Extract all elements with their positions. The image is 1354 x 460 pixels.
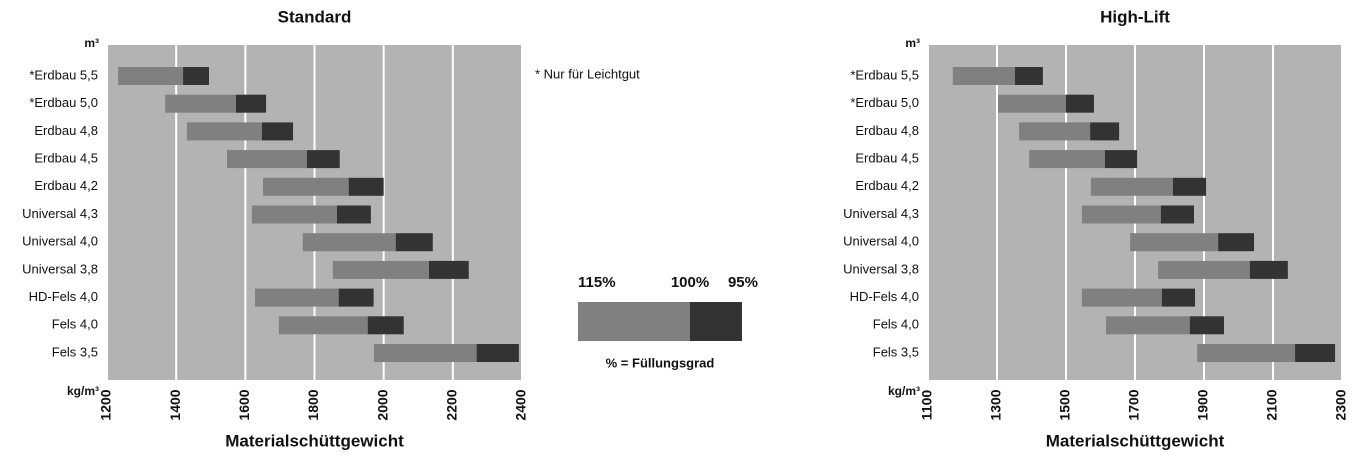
bar-segment — [367, 316, 404, 335]
y-axis-label: m³ — [84, 36, 99, 50]
bar-segment — [183, 67, 210, 85]
bar-segment — [395, 233, 433, 252]
category-label: *Erdbau 5,5 — [850, 67, 919, 82]
bar-segment — [373, 344, 477, 362]
x-tick-label: 1900 — [1195, 389, 1211, 420]
bar-segment — [306, 150, 340, 169]
legend-swatch — [578, 302, 690, 341]
bar-segment — [165, 94, 236, 113]
category-label: Universal 4,3 — [22, 206, 98, 221]
category-label: HD-Fels 4,0 — [29, 289, 98, 304]
bar-segment — [1066, 94, 1094, 113]
category-label: *Erdbau 5,0 — [29, 95, 98, 110]
bar-segment — [338, 288, 374, 307]
bar-segment — [235, 94, 267, 113]
bar-segment — [251, 205, 337, 224]
bar-segment — [952, 67, 1015, 85]
bar-segment — [1029, 150, 1105, 169]
category-label: Universal 4,3 — [843, 206, 919, 221]
bar-segment — [1161, 288, 1196, 307]
chart-title: Standard — [278, 7, 352, 26]
bar-segment — [1019, 122, 1091, 141]
category-label: HD-Fels 4,0 — [850, 289, 919, 304]
bar-segment — [1197, 344, 1296, 362]
bar-segment — [998, 94, 1066, 113]
bar-segment — [1130, 233, 1219, 252]
x-tick-label: 2300 — [1333, 389, 1349, 420]
bar-segment — [1081, 288, 1162, 307]
x-tick-label: 2400 — [513, 389, 529, 420]
bar-segment — [1249, 260, 1288, 279]
category-label: Fels 3,5 — [873, 344, 919, 359]
x-axis-label: Materialschüttgewicht — [1046, 431, 1225, 450]
bar-segment — [1189, 316, 1225, 335]
bar-segment — [118, 67, 184, 85]
x-tick-label: 1700 — [1126, 389, 1142, 420]
bar-segment — [476, 344, 519, 362]
chart-title: High-Lift — [1100, 7, 1170, 26]
category-label: Universal 3,8 — [843, 261, 919, 276]
category-label: Erdbau 4,5 — [34, 151, 98, 166]
category-label: Fels 4,0 — [52, 317, 98, 332]
bar-segment — [1158, 260, 1250, 279]
bar-segment — [186, 122, 262, 141]
category-label: *Erdbau 5,5 — [29, 67, 98, 82]
legend-swatch — [690, 302, 742, 341]
bar-segment — [1218, 233, 1255, 252]
legend-label: 95% — [728, 274, 758, 291]
legend-label: 100% — [671, 274, 709, 291]
legend-label: 115% — [578, 274, 616, 291]
bar-segment — [1106, 316, 1190, 335]
legend-title: % = Füllungsgrad — [606, 355, 715, 370]
y-axis-label: m³ — [905, 36, 920, 50]
footnote: * Nur für Leichtgut — [535, 66, 640, 81]
x-tick-label: 1300 — [988, 389, 1004, 420]
x-tick-label: 1100 — [919, 390, 935, 421]
category-label: Erdbau 4,8 — [855, 123, 919, 138]
bar-segment — [332, 260, 429, 279]
category-label: Erdbau 4,8 — [34, 123, 98, 138]
category-label: Universal 4,0 — [843, 234, 919, 249]
bar-segment — [261, 122, 294, 141]
category-label: Fels 3,5 — [52, 344, 98, 359]
x-tick-label: 1500 — [1057, 389, 1073, 420]
x-tick-label: 1400 — [167, 389, 183, 420]
x-tick-label: 1800 — [305, 389, 321, 420]
x-tick-label: 1600 — [236, 389, 252, 420]
bar-segment — [278, 316, 368, 335]
bar-segment — [336, 205, 371, 224]
bar-segment — [1104, 150, 1138, 169]
bar-segment — [227, 150, 307, 169]
category-label: Universal 4,0 — [22, 234, 98, 249]
bar-segment — [1160, 205, 1194, 224]
bar-segment — [428, 260, 469, 279]
category-label: Universal 3,8 — [22, 261, 98, 276]
bar-segment — [1014, 67, 1043, 85]
category-label: Erdbau 4,5 — [855, 151, 919, 166]
bar-segment — [348, 177, 384, 196]
x-axis-label: Materialschüttgewicht — [225, 431, 404, 450]
x-axis-unit: kg/m³ — [888, 384, 920, 398]
category-label: Fels 4,0 — [873, 317, 919, 332]
bar-segment — [1090, 122, 1120, 141]
bar-segment — [262, 177, 349, 196]
bar-segment — [1295, 344, 1336, 362]
bar-segment — [1172, 177, 1207, 196]
bar-segment — [302, 233, 396, 252]
category-label: *Erdbau 5,0 — [850, 95, 919, 110]
x-axis-unit: kg/m³ — [67, 384, 99, 398]
category-label: Erdbau 4,2 — [34, 178, 98, 193]
bar-segment — [1081, 205, 1161, 224]
category-label: Erdbau 4,2 — [855, 178, 919, 193]
bar-segment — [1090, 177, 1173, 196]
x-tick-label: 2200 — [444, 389, 460, 420]
bar-segment — [255, 288, 339, 307]
x-tick-label: 2100 — [1264, 389, 1280, 420]
x-tick-label: 1200 — [98, 389, 114, 420]
x-tick-label: 2000 — [374, 389, 390, 420]
